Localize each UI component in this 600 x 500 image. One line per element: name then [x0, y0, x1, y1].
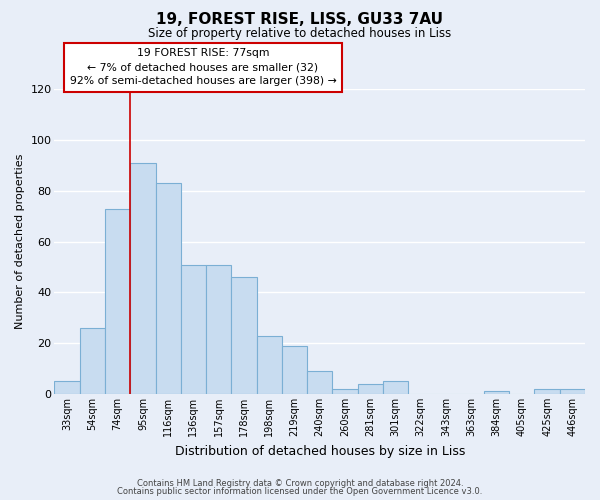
Bar: [484, 392, 509, 394]
Bar: [55, 382, 80, 394]
Bar: [105, 208, 130, 394]
Text: 19, FOREST RISE, LISS, GU33 7AU: 19, FOREST RISE, LISS, GU33 7AU: [157, 12, 443, 28]
X-axis label: Distribution of detached houses by size in Liss: Distribution of detached houses by size …: [175, 444, 465, 458]
Bar: [358, 384, 383, 394]
Text: Size of property relative to detached houses in Liss: Size of property relative to detached ho…: [148, 28, 452, 40]
Bar: [383, 382, 408, 394]
Bar: [181, 264, 206, 394]
Bar: [257, 336, 282, 394]
Bar: [206, 264, 232, 394]
Bar: [80, 328, 105, 394]
Text: Contains HM Land Registry data © Crown copyright and database right 2024.: Contains HM Land Registry data © Crown c…: [137, 478, 463, 488]
Text: 19 FOREST RISE: 77sqm
← 7% of detached houses are smaller (32)
92% of semi-detac: 19 FOREST RISE: 77sqm ← 7% of detached h…: [70, 48, 337, 86]
Bar: [307, 371, 332, 394]
Bar: [560, 389, 585, 394]
Y-axis label: Number of detached properties: Number of detached properties: [15, 154, 25, 330]
Text: Contains public sector information licensed under the Open Government Licence v3: Contains public sector information licen…: [118, 487, 482, 496]
Bar: [535, 389, 560, 394]
Bar: [332, 389, 358, 394]
Bar: [232, 277, 257, 394]
Bar: [130, 163, 155, 394]
Bar: [155, 184, 181, 394]
Bar: [282, 346, 307, 394]
